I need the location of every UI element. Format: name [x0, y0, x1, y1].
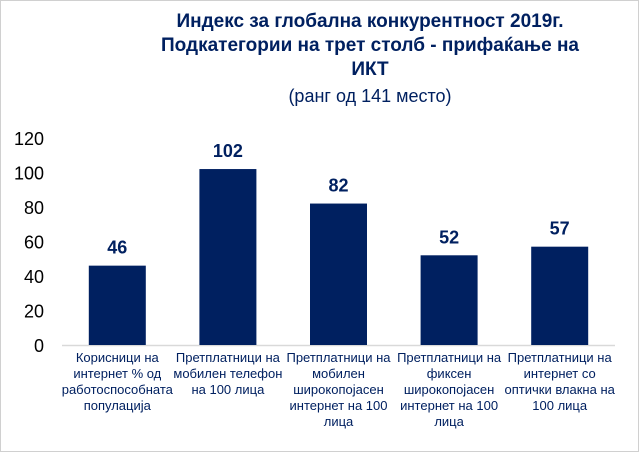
data-label: 102: [213, 141, 243, 161]
title-line-3: ИКТ: [351, 59, 389, 80]
bar: [310, 203, 367, 345]
x-tick-label: Корисници на интернет % од работоспособн…: [61, 350, 173, 413]
bar: [199, 169, 257, 345]
data-label: 57: [550, 219, 570, 239]
y-tick-label: 40: [24, 267, 44, 287]
data-label: 52: [439, 227, 459, 247]
bar: [420, 255, 478, 345]
data-label: 46: [107, 238, 127, 258]
y-tick-label: 100: [14, 164, 44, 184]
y-tick-label: 0: [34, 336, 44, 356]
x-tick-label: Претплатници на мобилен широкопојасен ин…: [286, 350, 391, 429]
y-tick-label: 80: [24, 198, 44, 218]
chart-title: Индекс за глобална конкурентност 2019г. …: [100, 10, 639, 82]
data-label: 82: [328, 176, 348, 196]
title-line-1: Индекс за глобална конкурентност 2019г.: [176, 11, 564, 32]
title-line-2: Подкатегории на трет столб - прифаќање н…: [161, 35, 579, 56]
bar: [88, 265, 146, 345]
y-tick-label: 120: [14, 129, 44, 149]
x-tick-label: Претплатници на фиксен широкопојасен инт…: [397, 350, 502, 429]
y-tick-label: 20: [24, 302, 44, 322]
bar: [531, 246, 589, 345]
x-tick-label: Претплатници на мобилен телефон на 100 л…: [173, 350, 283, 397]
y-tick-label: 60: [24, 233, 44, 253]
x-tick-label: Претплатници на интернет со оптички влак…: [504, 350, 615, 413]
chart-subtitle: (ранг од 141 место): [288, 86, 452, 106]
